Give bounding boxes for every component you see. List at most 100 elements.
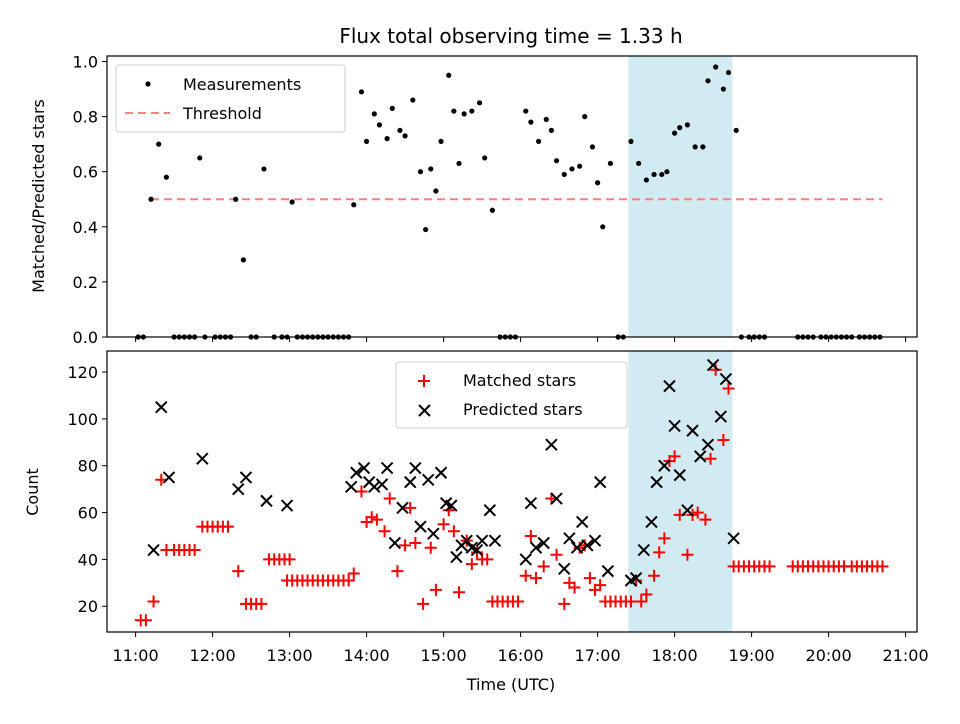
matched-stars-point (417, 597, 430, 610)
measurement-point (589, 144, 596, 150)
measurement-point (376, 122, 383, 128)
legend-marker-matched-stars (418, 375, 430, 387)
top-y-tick-label: 0.4 (73, 218, 98, 237)
predicted-stars-point (427, 527, 440, 540)
legend-label-threshold: Threshold (182, 104, 262, 123)
measurement-point (358, 89, 365, 95)
measurement-point (528, 119, 534, 125)
matched-stars-point (550, 548, 563, 561)
bottom-legend-box (395, 361, 628, 429)
top-shaded-region (628, 56, 733, 337)
top-y-tick-label: 0.0 (73, 328, 98, 347)
predicted-stars-point (663, 379, 676, 393)
predicted-stars-point (396, 501, 409, 515)
predicted-stars-point (488, 534, 502, 547)
predicted-stars-point (727, 532, 740, 545)
measurement-point (733, 127, 739, 133)
matched-stars-point (370, 513, 383, 526)
matched-stars-point (465, 558, 478, 571)
matched-stars-point (876, 560, 889, 573)
measurement-point (451, 108, 457, 114)
matched-stars-point (691, 506, 704, 519)
measurement-point (233, 196, 239, 202)
top-y-tick-label: 0.8 (73, 108, 98, 127)
matched-stars-point (481, 553, 494, 566)
matched-stars-point (232, 565, 245, 578)
matched-stars-point (653, 546, 666, 559)
x-tick-label: 11:00 (113, 646, 159, 665)
matched-stars-point (342, 574, 355, 587)
predicted-stars-point (588, 534, 602, 547)
measurement-point (148, 196, 154, 202)
measurement-point (643, 177, 649, 183)
matched-stars-point (681, 548, 694, 561)
matched-stars-point (537, 560, 550, 573)
bottom-plot-frame (106, 350, 918, 633)
measurement-point (410, 97, 416, 103)
bottom-legend: Matched stars Predicted stars (395, 361, 628, 429)
top-legend: Measurements Threshold (115, 64, 346, 133)
matched-stars-point (188, 544, 201, 557)
predicted-stars-point (719, 372, 733, 386)
x-tick-label: 19:00 (729, 646, 775, 665)
predicted-stars-point (239, 471, 253, 484)
measurement-point (582, 114, 588, 120)
measurement-point (607, 160, 614, 167)
matched-stars-point (594, 579, 607, 592)
matched-stars-point (378, 525, 391, 538)
measurement-point (700, 144, 706, 150)
predicted-stars-point (529, 541, 543, 554)
measurement-point (720, 86, 726, 92)
predicted-stars-point (558, 562, 571, 575)
measurement-point (577, 163, 583, 169)
measurement-point (595, 180, 601, 186)
measurement-point (456, 160, 462, 167)
measurement-point (628, 138, 634, 145)
predicted-stars-point (650, 475, 663, 489)
matched-stars-point (399, 539, 412, 552)
predicted-stars-point (681, 504, 694, 517)
top-y-axis-label: Matched/Predicted stars (29, 99, 48, 293)
measurement-point (482, 155, 488, 161)
predicted-stars-point (629, 571, 643, 585)
top-y-ticks: 0.0 0.2 0.4 0.6 0.8 1.0 (73, 53, 107, 347)
bottom-x-ticks: 11:00 12:00 13:00 14:00 15:00 16:00 17:00 18:00… (113, 632, 929, 665)
predicted-stars-point (280, 499, 294, 512)
matched-stars-point (383, 492, 396, 505)
measurement-point (553, 158, 560, 164)
measurement-point (548, 127, 555, 133)
matched-stars-point (519, 569, 532, 582)
matched-stars-point (447, 525, 460, 538)
matched-stars-point (709, 363, 722, 376)
predicted-stars-point (637, 543, 651, 557)
measurement-point (240, 257, 246, 263)
measurement-point (684, 122, 691, 128)
matched-stars-point (391, 565, 404, 578)
predicted-stars-point (380, 461, 394, 475)
predicted-stars-point (563, 532, 576, 545)
measurement-point (705, 78, 711, 84)
measurement-point (446, 72, 452, 78)
x-tick-label: 17:00 (575, 646, 621, 665)
predicted-stars-point (475, 534, 489, 547)
predicted-stars-point (668, 419, 681, 433)
bottom-y-tick-label: 40 (78, 550, 98, 569)
measurement-point (397, 127, 403, 133)
measurement-point (371, 111, 377, 117)
top-data-marks (135, 64, 883, 340)
predicted-stars-point (673, 468, 686, 482)
predicted-stars-point (162, 471, 176, 484)
predicted-stars-point (434, 466, 448, 479)
predicted-stars-point (232, 482, 245, 496)
measurement-point (364, 138, 370, 145)
bottom-y-tick-label: 60 (78, 504, 98, 523)
predicted-stars-point (537, 536, 550, 550)
matched-stars-point (424, 541, 437, 554)
measurement-point (659, 171, 665, 178)
bottom-y-ticks: 20 40 60 80 100 120 (67, 363, 107, 616)
predicted-stars-point (350, 466, 363, 479)
top-legend-box (115, 64, 346, 133)
predicted-stars-point (260, 494, 273, 508)
measurement-point (423, 226, 429, 233)
measurement-point (523, 108, 529, 114)
